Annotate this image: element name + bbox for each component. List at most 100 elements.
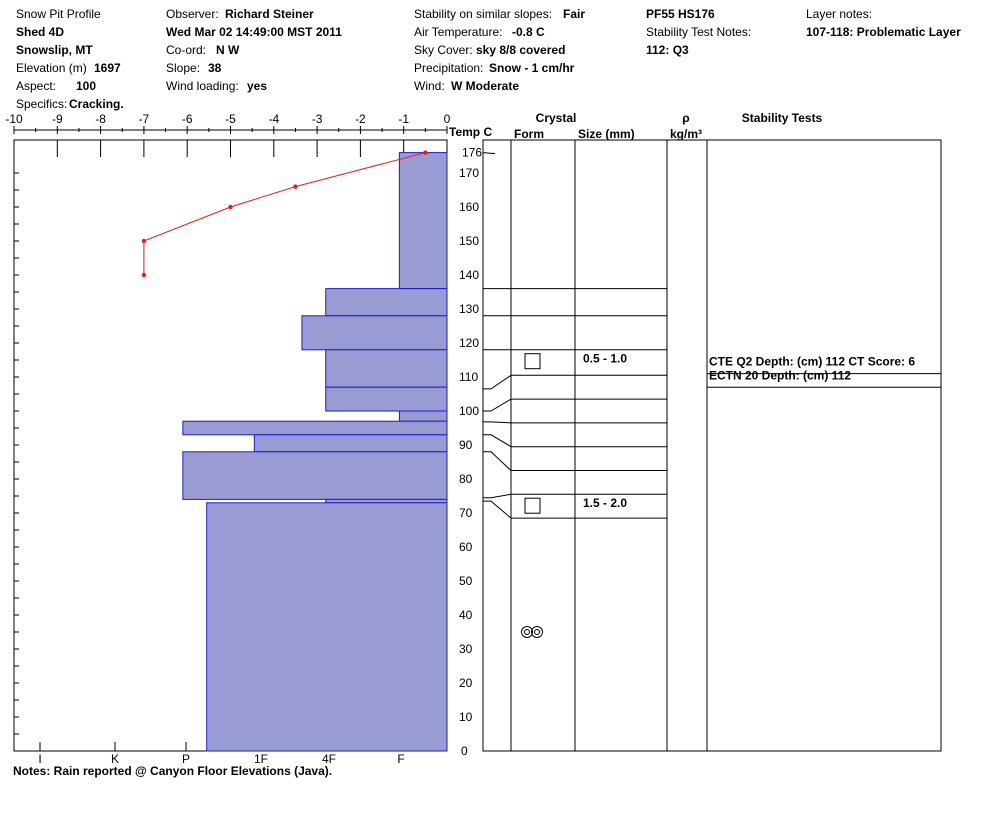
crystal-table-frame (482, 139, 942, 752)
air-temp-value: -0.8 C (512, 25, 545, 39)
hardness-tick-label: 4F (322, 752, 336, 766)
hardness-layer-bar (398, 410, 448, 422)
hardness-layer-bar (325, 288, 448, 317)
temp-tick-label: -7 (139, 112, 150, 126)
precip-value: Snow - 1 cm/hr (489, 61, 575, 75)
temp-tick-label: -5 (225, 112, 236, 126)
elevation-value: 1697 (94, 61, 121, 75)
hardness-tick-label: 1F (254, 752, 268, 766)
observer-label: Observer: (166, 7, 219, 21)
layer-note: 107-118: Problematic Layer (806, 25, 961, 39)
stability-tests-header: Stability Tests (742, 111, 823, 125)
wind-label: Wind: (414, 79, 445, 93)
height-tick-label: 10 (459, 710, 473, 724)
crystal-size-label: 1.5 - 2.0 (583, 496, 627, 510)
slope-value: 38 (208, 61, 222, 75)
height-tick-label: 176 (462, 146, 482, 160)
temp-tick-label: 0 (444, 112, 451, 126)
height-tick-label: 130 (459, 302, 479, 316)
hardness-layer-bar (253, 434, 448, 453)
density-symbol: ρ (682, 111, 689, 125)
specifics-label: Specifics: (16, 97, 68, 111)
temp-tick-label: -2 (355, 112, 366, 126)
height-tick-label: 60 (459, 540, 473, 554)
pit-notes: Notes: Rain reported @ Canyon Floor Elev… (13, 764, 333, 778)
slope-label: Slope: (166, 61, 201, 75)
hardness-layer-bar (182, 451, 448, 500)
height-tick-label: 100 (459, 404, 479, 418)
hardness-layer-bar (182, 420, 448, 436)
stability-test-label: CTE Q2 Depth: (cm) 112 CT Score: 6 (709, 355, 915, 369)
layer-bend-line (483, 500, 512, 519)
stability-test-note: 112: Q3 (646, 43, 689, 57)
form-header: Form (514, 127, 544, 141)
observer-value: Richard Steiner (225, 7, 314, 21)
wind-loading-value: yes (247, 79, 268, 93)
hardness-layer-bar (301, 315, 448, 351)
temperature-point (228, 204, 233, 210)
hardness-tick-label: P (182, 752, 190, 766)
crystal-form-melt-icon (531, 626, 543, 638)
crystal-size-label: 0.5 - 1.0 (583, 352, 627, 366)
crystal-form-melt-icon (521, 626, 533, 638)
wind-loading-label: Wind loading: (166, 79, 239, 93)
height-tick-label: 30 (459, 642, 473, 656)
temperature-profile-line (143, 152, 426, 275)
layer-bend-line (483, 493, 512, 499)
height-axis-top-marker (482, 152, 496, 155)
layer-bend-line (483, 421, 512, 424)
aspect-value: 100 (76, 79, 97, 93)
pit-region: Snowslip, MT (16, 43, 93, 57)
temperature-point (293, 184, 298, 189)
hardness-layer-bar (325, 349, 448, 388)
crystal-form-melt-icon (524, 629, 530, 635)
stability-test-label: ECTN 20 Depth: (cm) 112 (709, 368, 851, 382)
temp-tick-label: -4 (268, 112, 279, 126)
hardness-layer-bar (206, 502, 448, 752)
layer-notes-label: Layer notes: (806, 7, 873, 21)
specifics-value: Cracking. (69, 97, 124, 111)
sky-cover-label: Sky Cover: (414, 43, 473, 57)
height-tick-label: 0 (461, 744, 468, 758)
layer-bend-line (483, 434, 512, 448)
temperature-point (423, 150, 428, 155)
temp-tick-label: -6 (182, 112, 193, 126)
temp-tick-label: -1 (398, 112, 409, 126)
elevation-label: Elevation (m) (16, 61, 87, 75)
height-tick-label: 20 (459, 676, 473, 690)
stability-test-notes-label: Stability Test Notes: (646, 25, 752, 39)
hardness-layer-bar (325, 498, 448, 504)
coord-label: Co-ord: (166, 43, 207, 57)
sky-cover-value: sky 8/8 covered (476, 43, 566, 57)
size-header: Size (mm) (578, 127, 635, 141)
temperature-point (141, 272, 147, 278)
temp-axis-title: Temp C (449, 125, 492, 139)
height-tick-label: 110 (459, 370, 478, 384)
aspect-label: Aspect: (16, 79, 57, 93)
height-tick-label: 80 (459, 472, 473, 486)
hardness-layer-bar (398, 152, 448, 290)
layer-bend-line (483, 398, 512, 412)
height-tick-label: 120 (459, 336, 479, 350)
coord-value: N W (216, 43, 240, 57)
hardness-layer-bar (325, 386, 448, 412)
crystal-form-square-icon (524, 353, 541, 370)
height-tick-label: 160 (459, 200, 479, 214)
temperature-point (141, 238, 147, 244)
hardness-tick-label: I (38, 752, 41, 766)
observation-datetime: Wed Mar 02 14:49:00 MST 2011 (166, 25, 342, 39)
height-tick-label: 90 (459, 438, 473, 452)
crystal-header: Crystal (536, 111, 577, 125)
hardness-tick-label: K (111, 752, 119, 766)
temp-tick-label: -8 (95, 112, 106, 126)
height-tick-label: 70 (459, 506, 473, 520)
height-tick-label: 150 (459, 234, 479, 248)
pit-id: PF55 HS176 (646, 7, 715, 21)
height-tick-label: 40 (459, 608, 473, 622)
pit-title: Snow Pit Profile (16, 7, 101, 21)
height-tick-label: 50 (459, 574, 473, 588)
pit-location: Shed 4D (16, 25, 65, 39)
crystal-form-square-icon (524, 497, 541, 514)
crystal-form-melt-icon (534, 629, 540, 635)
